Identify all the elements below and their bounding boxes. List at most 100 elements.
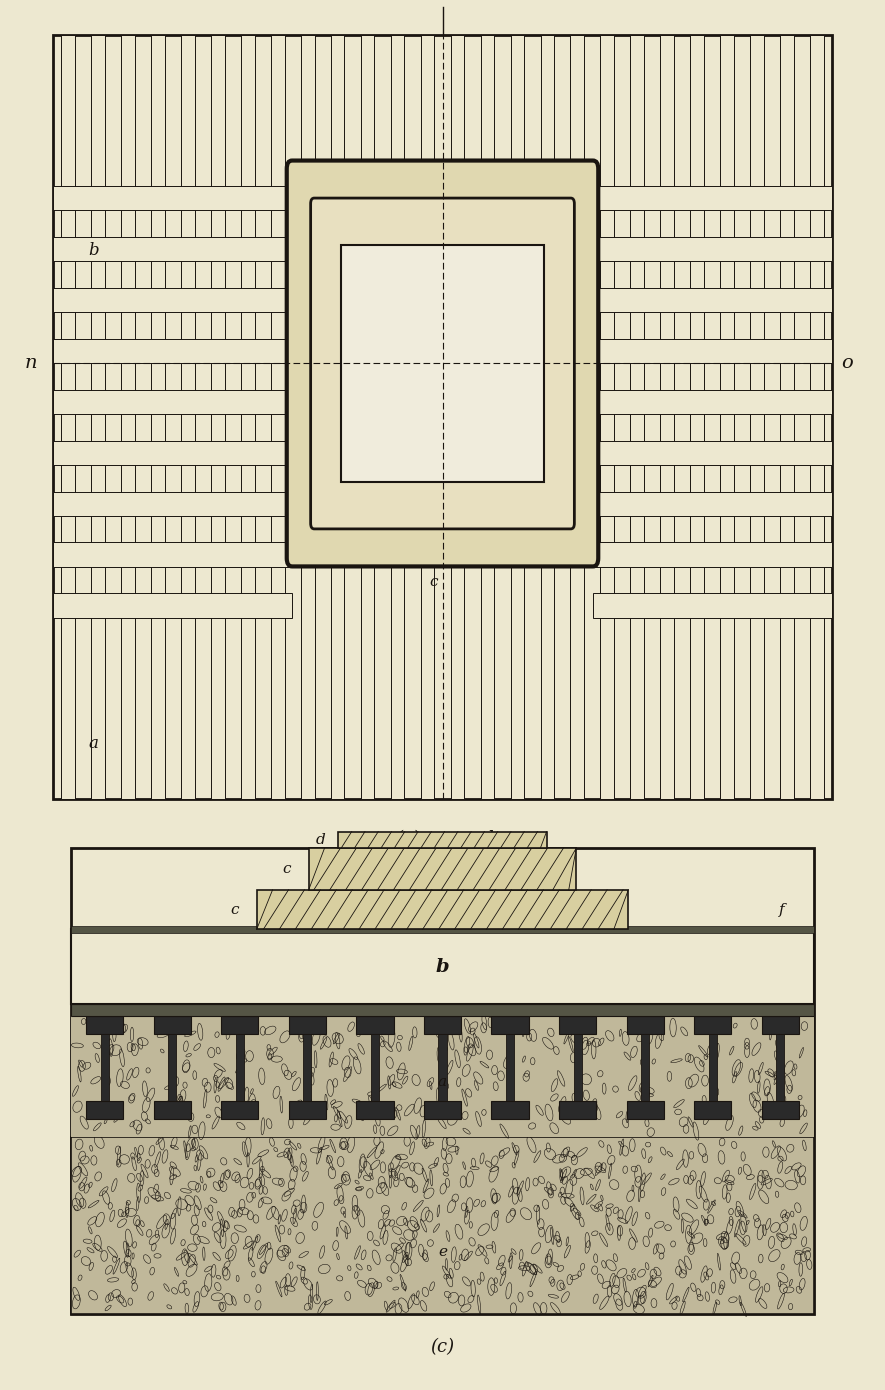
Bar bbox=[154, 1016, 191, 1034]
Bar bbox=[600, 35, 614, 799]
Bar bbox=[71, 1016, 814, 1137]
Bar bbox=[338, 831, 547, 848]
Bar bbox=[71, 1137, 814, 1314]
Bar bbox=[559, 1016, 596, 1034]
Bar bbox=[71, 1004, 814, 1016]
Bar bbox=[121, 35, 135, 799]
Text: c: c bbox=[230, 902, 239, 916]
Bar bbox=[391, 35, 404, 799]
Bar bbox=[593, 288, 832, 311]
Bar bbox=[101, 1034, 109, 1101]
Bar bbox=[271, 35, 285, 799]
Bar bbox=[593, 594, 832, 617]
Bar bbox=[641, 1034, 650, 1101]
Bar bbox=[750, 35, 764, 799]
Text: d: d bbox=[419, 341, 430, 359]
Bar bbox=[181, 35, 195, 799]
Bar bbox=[235, 1034, 244, 1101]
Bar bbox=[53, 339, 292, 363]
Bar bbox=[361, 35, 374, 799]
Bar bbox=[71, 1137, 814, 1314]
Text: a: a bbox=[438, 1074, 447, 1090]
Text: c: c bbox=[496, 488, 504, 503]
FancyBboxPatch shape bbox=[311, 197, 574, 530]
Text: o: o bbox=[841, 354, 852, 373]
Bar bbox=[53, 236, 292, 261]
Bar bbox=[438, 1034, 447, 1101]
Bar bbox=[627, 1016, 664, 1034]
Bar bbox=[630, 35, 644, 799]
Bar bbox=[86, 1016, 123, 1034]
Bar bbox=[573, 1034, 581, 1101]
Bar bbox=[810, 35, 824, 799]
Bar bbox=[309, 848, 576, 890]
Text: n: n bbox=[25, 354, 37, 373]
Text: c: c bbox=[429, 575, 438, 589]
Bar bbox=[762, 1101, 799, 1119]
Bar bbox=[53, 35, 832, 799]
Bar bbox=[511, 35, 524, 799]
Bar bbox=[53, 389, 292, 414]
Bar bbox=[420, 35, 435, 799]
Bar bbox=[424, 1101, 461, 1119]
Bar bbox=[371, 1034, 379, 1101]
Text: b: b bbox=[435, 958, 450, 976]
Bar bbox=[776, 1034, 784, 1101]
Bar bbox=[61, 35, 75, 799]
Bar bbox=[91, 35, 104, 799]
Text: l: l bbox=[487, 830, 492, 848]
Bar bbox=[331, 35, 344, 799]
Bar bbox=[491, 1101, 528, 1119]
Bar bbox=[53, 441, 292, 464]
Bar bbox=[71, 926, 814, 933]
Bar bbox=[53, 542, 292, 567]
Bar bbox=[690, 35, 704, 799]
Bar bbox=[53, 594, 292, 617]
Bar bbox=[593, 389, 832, 414]
Bar bbox=[289, 1101, 326, 1119]
Text: c: c bbox=[282, 862, 291, 876]
Bar bbox=[781, 35, 794, 799]
Text: a: a bbox=[88, 735, 98, 752]
Bar bbox=[559, 1101, 596, 1119]
Bar bbox=[71, 848, 814, 1314]
Bar bbox=[304, 1034, 312, 1101]
Bar bbox=[593, 441, 832, 464]
Bar bbox=[71, 930, 814, 1004]
Bar bbox=[168, 1034, 176, 1101]
Bar bbox=[211, 35, 225, 799]
Text: f: f bbox=[779, 902, 784, 916]
Bar bbox=[694, 1101, 731, 1119]
Bar bbox=[86, 1101, 123, 1119]
Bar bbox=[301, 35, 314, 799]
Bar bbox=[593, 339, 832, 363]
FancyBboxPatch shape bbox=[287, 161, 598, 567]
Bar bbox=[660, 35, 674, 799]
Bar bbox=[762, 1016, 799, 1034]
Bar bbox=[593, 492, 832, 516]
Bar bbox=[481, 35, 494, 799]
Bar bbox=[257, 890, 628, 930]
Bar bbox=[241, 35, 255, 799]
Bar bbox=[593, 186, 832, 210]
Bar bbox=[151, 35, 165, 799]
Bar bbox=[694, 1016, 731, 1034]
Bar bbox=[357, 1101, 394, 1119]
Bar bbox=[341, 245, 544, 482]
Bar bbox=[709, 1034, 717, 1101]
Bar bbox=[289, 1016, 326, 1034]
Bar bbox=[221, 1016, 258, 1034]
Bar bbox=[593, 542, 832, 567]
Text: e: e bbox=[438, 1244, 447, 1258]
Bar bbox=[450, 35, 465, 799]
Bar bbox=[627, 1101, 664, 1119]
Text: b: b bbox=[88, 242, 99, 259]
Bar bbox=[720, 35, 734, 799]
Text: d: d bbox=[315, 833, 325, 847]
Text: m: m bbox=[432, 0, 453, 3]
Bar bbox=[571, 35, 584, 799]
Bar bbox=[541, 35, 554, 799]
Bar bbox=[221, 1101, 258, 1119]
Bar bbox=[53, 492, 292, 516]
Bar bbox=[593, 236, 832, 261]
